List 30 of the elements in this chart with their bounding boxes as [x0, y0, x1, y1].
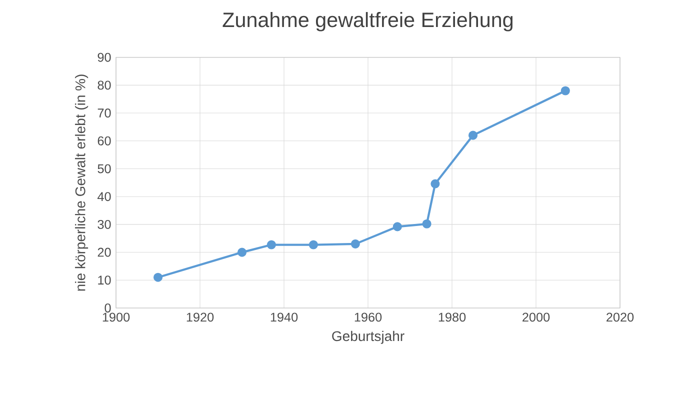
point	[560, 86, 570, 96]
point	[153, 272, 163, 282]
point	[468, 130, 478, 140]
point	[392, 222, 402, 232]
x-tick-label: 2020	[606, 312, 634, 322]
y-tick-label: 80	[98, 80, 111, 90]
y-tick-label: 40	[98, 192, 111, 202]
x-tick-label: 1900	[102, 312, 130, 322]
y-axis-title: nie körperliche Gewalt erlebt (in %)	[75, 74, 88, 291]
y-tick-label: 0	[104, 304, 111, 312]
point	[350, 239, 360, 248]
y-tick-label: 70	[98, 108, 111, 118]
point	[237, 248, 247, 257]
x-tick-label: 2000	[522, 312, 550, 322]
x-tick-label: 1980	[438, 312, 466, 322]
x-tick-label: 1960	[354, 312, 382, 322]
point	[422, 219, 432, 228]
x-tick-label: 1940	[270, 312, 298, 322]
point	[308, 240, 318, 250]
y-tick-label: 30	[98, 220, 111, 229]
y-tick-label: 10	[98, 276, 111, 285]
x-tick-label: 1920	[186, 312, 214, 322]
point	[430, 179, 440, 188]
y-tick-label: 50	[98, 164, 111, 174]
point	[266, 240, 276, 250]
y-tick-label: 90	[98, 52, 111, 62]
x-axis-title: Geburtsjahr	[332, 330, 404, 344]
y-tick-label: 60	[98, 136, 111, 146]
chart-title: Zunahme gewaltfreie Erziehung	[222, 12, 513, 32]
y-tick-label: 20	[98, 248, 111, 257]
